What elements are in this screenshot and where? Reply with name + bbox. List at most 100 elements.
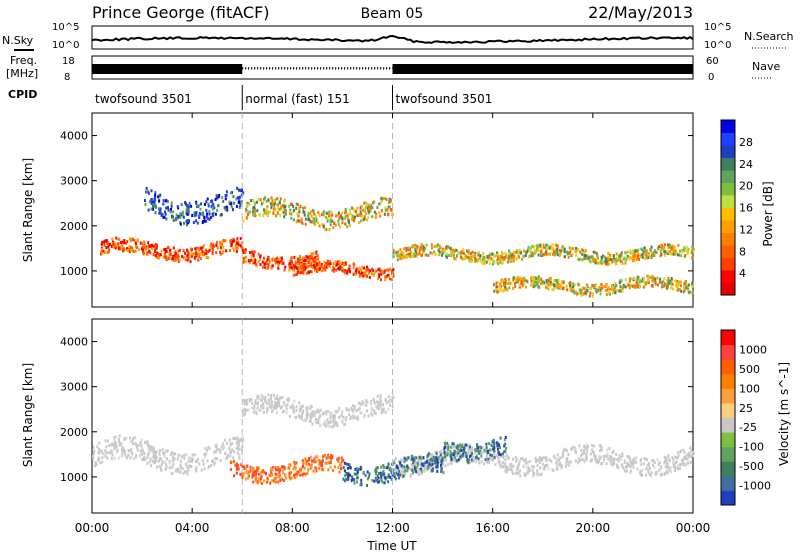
scatter-cell	[597, 256, 599, 260]
scatter-cell	[325, 265, 328, 269]
scatter-cell	[378, 402, 381, 405]
scatter-cell	[136, 239, 139, 243]
scatter-cell	[338, 262, 341, 266]
scatter-cell	[280, 257, 283, 261]
scatter-cell	[252, 467, 254, 471]
scatter-cell	[681, 248, 684, 252]
scatter-cell	[556, 244, 559, 248]
scatter-cell	[288, 204, 291, 208]
scatter-cell	[525, 285, 527, 289]
scatter-cell	[428, 462, 431, 466]
scatter-cell	[589, 459, 592, 463]
scatter-cell	[518, 285, 521, 289]
scatter-cell	[540, 282, 542, 286]
scatter-cell	[548, 246, 551, 250]
scatter-cell	[104, 452, 107, 456]
scatter-cell	[657, 247, 660, 251]
scatter-cell	[343, 461, 346, 465]
scatter-cell	[654, 277, 657, 281]
scatter-cell	[392, 251, 395, 255]
scatter-cell	[446, 441, 449, 445]
scatter-cell	[347, 219, 350, 223]
scatter-cell	[651, 278, 654, 282]
scatter-cell	[125, 436, 128, 440]
scatter-cell	[577, 291, 580, 295]
scatter-cell	[147, 244, 150, 248]
scatter-cell	[363, 415, 366, 419]
scatter-cell	[213, 450, 216, 454]
scatter-cell	[202, 220, 205, 223]
scatter-cell	[473, 256, 476, 260]
scatter-cell	[372, 397, 375, 401]
scatter-cell	[344, 222, 347, 226]
scatter-cell	[385, 197, 388, 201]
scatter-cell	[476, 449, 479, 453]
scatter-cell	[211, 202, 214, 206]
scatter-cell	[304, 457, 307, 461]
scatter-cell	[481, 255, 484, 259]
scatter-cell	[369, 269, 372, 273]
scatter-cell	[221, 447, 224, 451]
scatter-cell	[177, 215, 180, 219]
scatter-cell	[266, 258, 269, 261]
scatter-cell	[456, 254, 458, 258]
scatter-cell	[359, 210, 362, 214]
scatter-cell	[664, 254, 667, 257]
scatter-cell	[525, 250, 528, 254]
scatter-cell	[537, 458, 540, 461]
scatter-cell	[320, 463, 323, 467]
scatter-cell	[313, 457, 316, 461]
scatter-cell	[452, 249, 455, 253]
scatter-cell	[344, 474, 347, 478]
scatter-cell	[294, 273, 297, 277]
scatter-cell	[611, 451, 614, 455]
scatter-cell	[425, 460, 428, 464]
scatter-cell	[317, 421, 320, 424]
scatter-cell	[308, 258, 311, 262]
scatter-cell	[496, 290, 499, 294]
scatter-cell	[532, 285, 535, 289]
scatter-cell	[531, 254, 534, 258]
scatter-cell	[501, 252, 504, 256]
scatter-cell	[110, 457, 113, 461]
scatter-cell	[260, 398, 263, 402]
scatter-cell	[408, 466, 411, 470]
scatter-cell	[576, 257, 579, 261]
scatter-cell	[544, 252, 547, 256]
scatter-cell	[179, 466, 182, 469]
y-tick-label: 4000	[60, 336, 88, 349]
scatter-cell	[328, 264, 331, 268]
scatter-cell	[639, 473, 642, 477]
scatter-cell	[317, 418, 320, 422]
scatter-cell	[556, 247, 559, 251]
scatter-cell	[289, 477, 292, 481]
x-tick-label: 00:00	[75, 521, 110, 535]
scatter-cell	[592, 259, 595, 263]
scatter-cell	[143, 452, 146, 456]
scatter-cell	[403, 247, 406, 251]
scatter-cell	[339, 225, 342, 229]
scatter-cell	[464, 257, 467, 261]
scatter-cell	[295, 475, 298, 479]
scatter-cell	[152, 448, 155, 451]
scatter-cell	[670, 252, 673, 256]
scatter-cell	[132, 250, 135, 253]
scatter-cell	[620, 279, 623, 283]
scatter-cell	[191, 459, 194, 463]
scatter-cell	[432, 455, 435, 459]
scatter-cell	[572, 285, 575, 289]
scatter-cell	[299, 473, 302, 477]
scatter-cell	[242, 413, 245, 417]
scatter-cell	[177, 453, 180, 457]
scatter-cell	[517, 463, 520, 467]
scatter-cell	[295, 206, 298, 210]
scatter-cell	[353, 218, 355, 222]
colorbar-swatch	[721, 402, 735, 418]
scatter-cell	[259, 263, 262, 267]
scatter-cell	[229, 450, 232, 454]
scatter-cell	[510, 253, 513, 257]
scatter-cell	[521, 257, 523, 261]
scatter-cell	[366, 207, 369, 211]
scatter-cell	[245, 399, 247, 403]
